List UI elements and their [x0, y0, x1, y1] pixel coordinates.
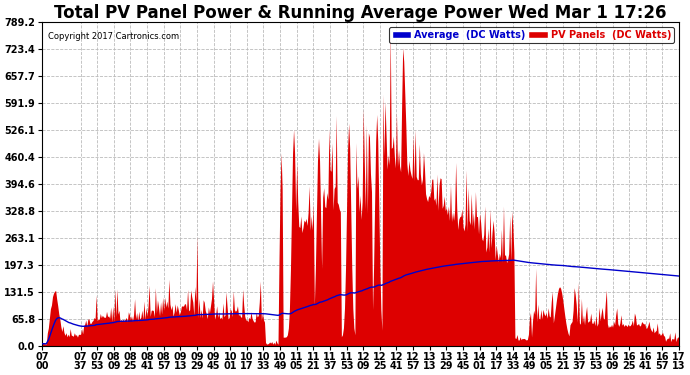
- Legend: Average  (DC Watts), PV Panels  (DC Watts): Average (DC Watts), PV Panels (DC Watts): [389, 27, 674, 43]
- Text: Copyright 2017 Cartronics.com: Copyright 2017 Cartronics.com: [48, 32, 179, 41]
- Title: Total PV Panel Power & Running Average Power Wed Mar 1 17:26: Total PV Panel Power & Running Average P…: [55, 4, 667, 22]
